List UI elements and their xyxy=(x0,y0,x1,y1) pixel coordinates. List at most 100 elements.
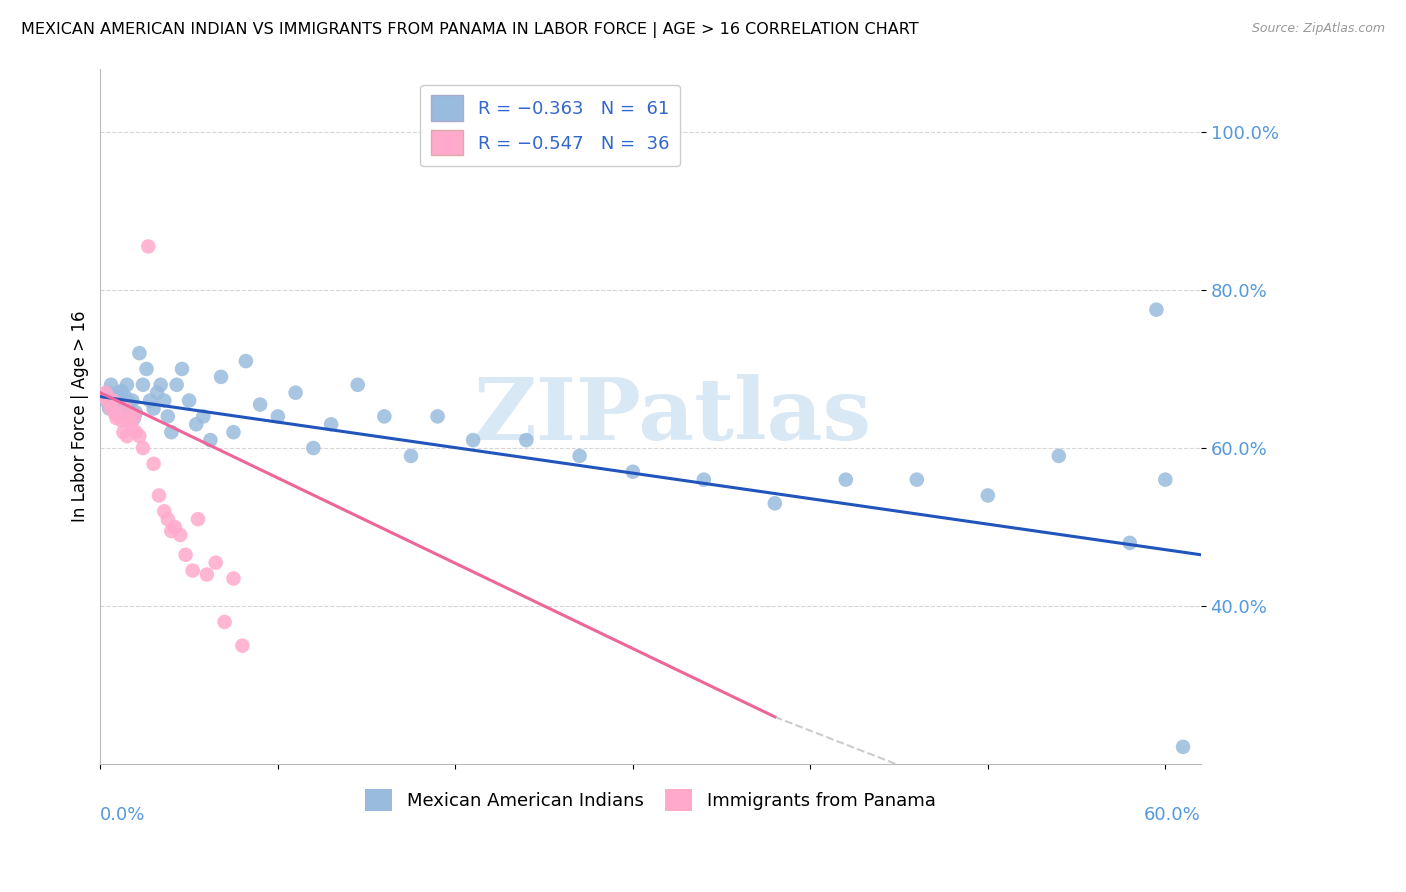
Point xyxy=(222,572,245,586)
Text: 0.0%: 0.0% xyxy=(100,806,146,824)
Point xyxy=(96,385,118,400)
Point xyxy=(1144,302,1167,317)
Text: MEXICAN AMERICAN INDIAN VS IMMIGRANTS FROM PANAMA IN LABOR FORCE | AGE > 16 CORR: MEXICAN AMERICAN INDIAN VS IMMIGRANTS FR… xyxy=(21,22,918,38)
Point xyxy=(112,403,135,417)
Point xyxy=(284,385,307,400)
Point xyxy=(186,417,208,432)
Point xyxy=(114,401,136,416)
Point xyxy=(142,401,165,416)
Point xyxy=(763,496,786,510)
Point xyxy=(181,564,204,578)
Point xyxy=(1047,449,1070,463)
Point xyxy=(112,425,135,440)
Point xyxy=(319,417,342,432)
Point xyxy=(128,346,150,360)
Point xyxy=(160,524,183,538)
Point xyxy=(835,473,858,487)
Point xyxy=(373,409,395,424)
Point xyxy=(103,405,125,419)
Point xyxy=(93,390,115,404)
Point xyxy=(118,395,141,409)
Point xyxy=(231,639,253,653)
Point xyxy=(148,488,170,502)
Point xyxy=(621,465,644,479)
Point xyxy=(461,433,484,447)
Point xyxy=(101,398,124,412)
Point xyxy=(122,411,145,425)
Point xyxy=(98,395,121,409)
Point xyxy=(101,393,124,408)
Point xyxy=(515,433,537,447)
Point xyxy=(115,377,138,392)
Point xyxy=(139,393,162,408)
Point xyxy=(156,512,179,526)
Point xyxy=(100,377,122,392)
Point xyxy=(132,377,155,392)
Point xyxy=(107,385,129,400)
Y-axis label: In Labor Force | Age > 16: In Labor Force | Age > 16 xyxy=(72,310,89,522)
Point xyxy=(169,528,191,542)
Point xyxy=(200,433,222,447)
Point xyxy=(115,429,138,443)
Point xyxy=(153,393,176,408)
Point xyxy=(193,409,215,424)
Point xyxy=(568,449,591,463)
Point xyxy=(135,362,157,376)
Point xyxy=(118,413,141,427)
Point xyxy=(146,385,169,400)
Point xyxy=(153,504,176,518)
Point xyxy=(302,441,325,455)
Point xyxy=(121,393,143,408)
Point xyxy=(209,369,232,384)
Point xyxy=(174,548,197,562)
Point xyxy=(166,377,188,392)
Point xyxy=(120,409,142,424)
Point xyxy=(128,429,150,443)
Point xyxy=(149,377,172,392)
Point xyxy=(204,556,226,570)
Point xyxy=(187,512,209,526)
Point xyxy=(114,390,136,404)
Point xyxy=(905,473,928,487)
Point xyxy=(122,409,145,424)
Point xyxy=(98,401,121,416)
Point xyxy=(100,401,122,416)
Point xyxy=(1119,536,1142,550)
Point xyxy=(93,390,115,404)
Text: ZIPatlas: ZIPatlas xyxy=(474,375,872,458)
Point xyxy=(1171,739,1194,754)
Point xyxy=(160,425,183,440)
Point xyxy=(156,409,179,424)
Point xyxy=(977,488,1000,502)
Point xyxy=(163,520,186,534)
Point xyxy=(249,398,271,412)
Point xyxy=(346,377,368,392)
Point xyxy=(108,395,131,409)
Point xyxy=(170,362,193,376)
Point xyxy=(132,441,155,455)
Legend: Mexican American Indians, Immigrants from Panama: Mexican American Indians, Immigrants fro… xyxy=(359,781,943,818)
Point xyxy=(142,457,165,471)
Point xyxy=(111,384,134,398)
Point xyxy=(267,409,290,424)
Text: Source: ZipAtlas.com: Source: ZipAtlas.com xyxy=(1251,22,1385,36)
Point xyxy=(94,385,117,400)
Point xyxy=(105,411,128,425)
Point xyxy=(1154,473,1177,487)
Point xyxy=(125,425,148,440)
Point xyxy=(136,239,159,253)
Point xyxy=(111,413,134,427)
Point xyxy=(121,421,143,435)
Point xyxy=(214,615,236,629)
Point xyxy=(120,405,142,419)
Point xyxy=(103,393,125,408)
Point xyxy=(105,390,128,404)
Point xyxy=(107,409,129,424)
Point xyxy=(693,473,716,487)
Point xyxy=(235,354,257,368)
Point xyxy=(96,393,118,408)
Point xyxy=(399,449,422,463)
Text: 60.0%: 60.0% xyxy=(1144,806,1201,824)
Point xyxy=(195,567,218,582)
Point xyxy=(94,393,117,408)
